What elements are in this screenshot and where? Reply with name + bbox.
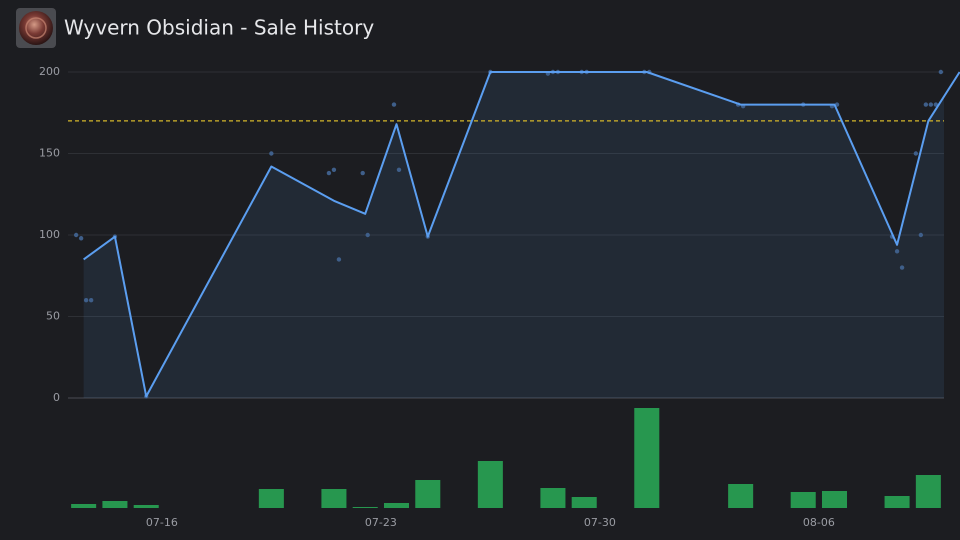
volume-bar [884, 496, 910, 508]
item-icon [16, 8, 56, 48]
volume-bar [915, 475, 941, 508]
price-area [83, 72, 944, 398]
volume-bar [321, 489, 347, 508]
sale-dot [360, 170, 365, 176]
volume-bar [790, 492, 816, 508]
sale-dot [83, 298, 89, 303]
y-tick-label: 0 [53, 391, 60, 404]
sale-dot [899, 265, 905, 270]
volume-bar [415, 480, 441, 508]
volume-bar [352, 507, 378, 508]
volume-bar [102, 501, 128, 508]
area-group [83, 72, 944, 398]
y-tick-label: 150 [39, 147, 60, 160]
sale-dot [269, 151, 274, 156]
sale-dot [331, 167, 337, 172]
volume-bar [71, 504, 97, 508]
volume-bar [540, 488, 566, 508]
price-line [83, 71, 960, 398]
volume-bar [133, 505, 159, 508]
volume-bar [477, 461, 503, 508]
sale-dot [918, 232, 924, 238]
chart-title: Wyvern Obsidian - Sale History [64, 16, 374, 40]
sale-dot [73, 232, 79, 238]
sale-dot [396, 167, 402, 172]
sale-dot [928, 102, 934, 107]
x-tick-label: 07-16 [146, 516, 178, 529]
sale-dot [938, 69, 944, 75]
sale-dot [923, 102, 929, 107]
x-tick-label: 07-23 [365, 516, 397, 529]
volume-bar [634, 408, 660, 508]
volume-bar [383, 503, 410, 508]
sale-dot [391, 102, 397, 107]
sale-dot [894, 249, 900, 254]
volume-bar [571, 497, 597, 508]
volume-bar [728, 484, 754, 508]
sale-dot [913, 151, 919, 156]
sale-dot [336, 257, 342, 262]
sale-dot [78, 236, 84, 241]
x-tick-label: 07-30 [584, 516, 616, 529]
volume-bar [821, 491, 848, 508]
volume-bar [258, 489, 284, 508]
sale-dot [88, 298, 94, 303]
y-tick-label: 50 [46, 310, 60, 323]
y-tick-label: 100 [39, 228, 60, 241]
sale-dot [365, 232, 370, 238]
y-tick-label: 200 [39, 65, 60, 78]
x-tick-label: 08-06 [803, 516, 835, 529]
sale-dot [326, 170, 332, 176]
